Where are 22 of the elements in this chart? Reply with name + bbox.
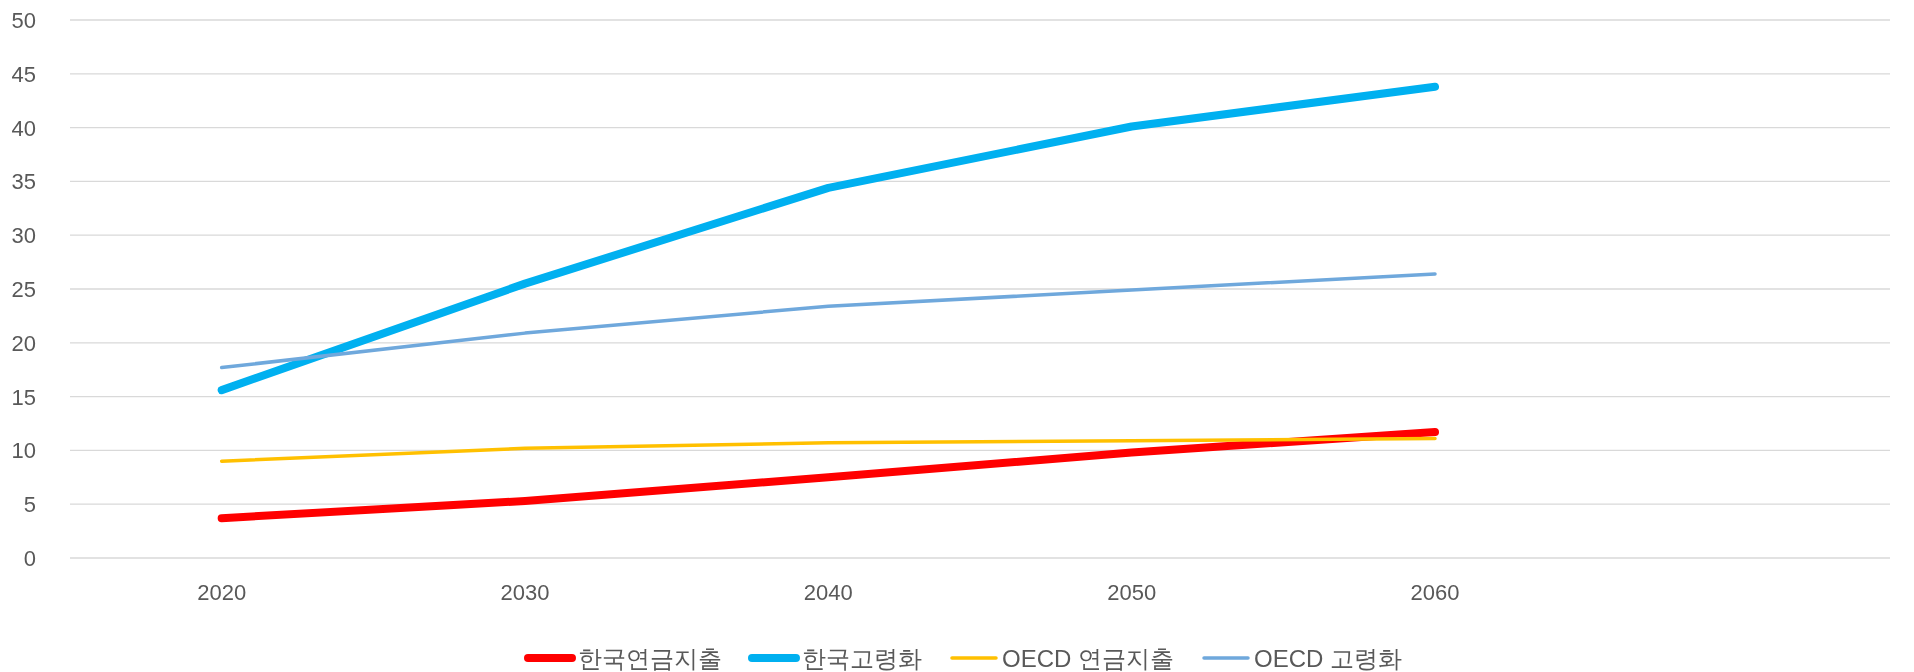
y-tick-label: 30 <box>11 223 36 249</box>
y-tick-label: 0 <box>23 546 36 571</box>
legend-label: OECD 연금지출 <box>1001 645 1174 672</box>
x-tick-label: 2060 <box>1410 580 1460 605</box>
line-series <box>219 272 1437 370</box>
legend-label: 한국연금지출 <box>577 645 722 672</box>
y-tick-label: 15 <box>11 384 36 410</box>
y-tick-label: 25 <box>11 277 36 302</box>
y-tick-label: 45 <box>11 61 36 87</box>
x-tick-label: 2050 <box>1107 580 1157 605</box>
y-tick-label: 5 <box>23 492 36 518</box>
line-series <box>219 436 1437 463</box>
x-tick-label: 2040 <box>803 580 853 605</box>
y-tick-label: 50 <box>11 8 36 33</box>
y-tick-label: 20 <box>11 330 36 356</box>
legend-label: OECD 고령화 <box>1254 645 1403 672</box>
x-tick-label: 2020 <box>197 580 247 605</box>
x-tick-label: 2030 <box>500 580 550 605</box>
legend-label: 한국고령화 <box>801 645 922 672</box>
y-tick-label: 35 <box>11 169 36 195</box>
y-tick-label: 10 <box>11 438 36 464</box>
y-tick-label: 40 <box>11 115 36 141</box>
